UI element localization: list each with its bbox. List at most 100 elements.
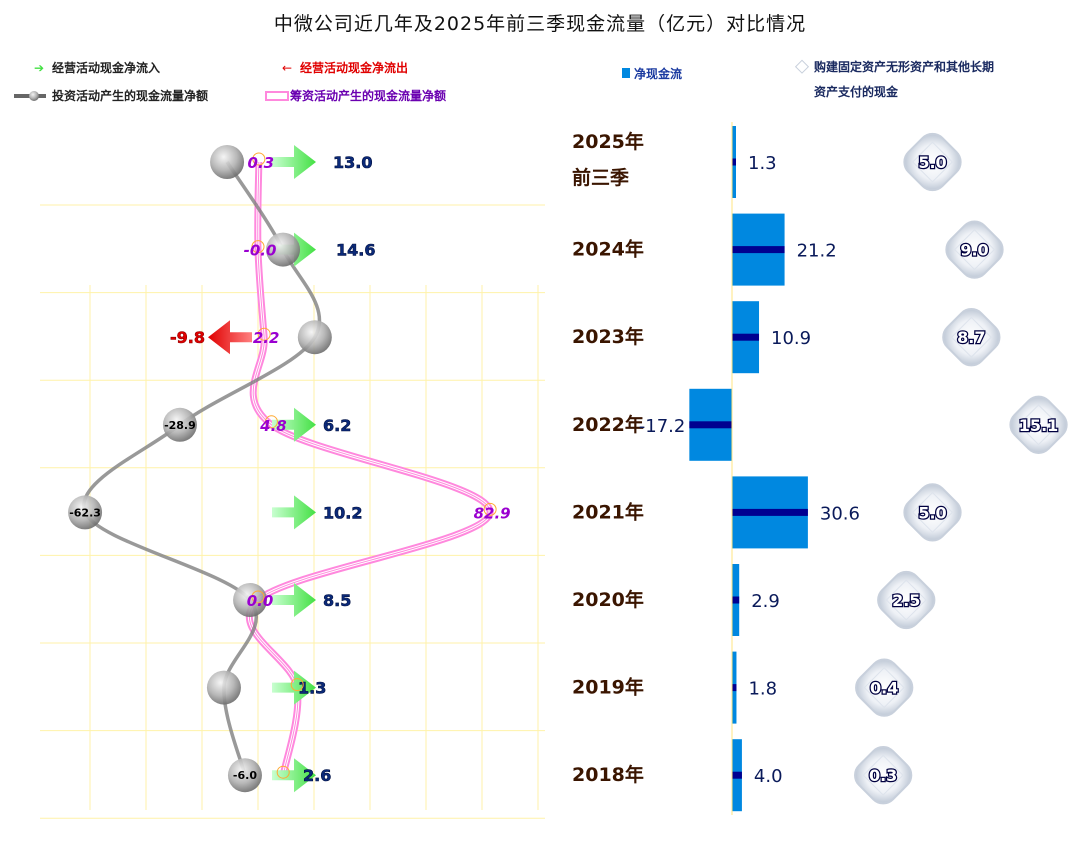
- capex-label: 9.0: [960, 241, 988, 260]
- operating-label: -9.8: [170, 328, 205, 347]
- capex-label: 0.4: [870, 679, 898, 698]
- financing-point: [252, 152, 266, 166]
- green-arrow-icon: [272, 407, 316, 442]
- financing-label: 0.3: [248, 154, 275, 172]
- net-label: 10.9: [771, 328, 811, 349]
- green-arrow-icon: [272, 145, 316, 179]
- category-label: 2021年: [572, 500, 644, 523]
- investing-label: -28.9: [164, 419, 196, 432]
- legend-item-financing[interactable]: 筹资活动产生的现金流量净额: [265, 88, 446, 103]
- green-arrow-icon: [272, 670, 316, 705]
- capex-label: 5.0: [918, 503, 946, 522]
- capex-diamond-inner: [863, 667, 905, 709]
- capex-diamond-inner: [885, 579, 927, 621]
- financing-point: [276, 765, 290, 779]
- capex-diamond: [877, 570, 936, 630]
- ball-icon: [29, 91, 39, 101]
- investing-point: [227, 758, 262, 793]
- diamond-icon: [794, 59, 810, 74]
- net-label: -17.2: [639, 416, 686, 437]
- net-bar-midline: [732, 246, 785, 254]
- net-label: 30.6: [820, 503, 860, 524]
- capex-diamond: [942, 308, 1001, 367]
- capex-diamond-inner: [953, 229, 996, 271]
- investing-label: -62.3: [69, 506, 101, 519]
- pink-line-icon: [265, 91, 289, 101]
- legend-label: 筹资活动产生的现金流量净额: [290, 88, 446, 103]
- net-bar-midline: [732, 596, 740, 604]
- investing-point: [162, 407, 197, 442]
- blue-square-icon: [622, 68, 630, 78]
- chart-title: 中微公司近几年及2025年前三季现金流量（亿元）对比情况: [274, 13, 806, 35]
- capex-label: 5.0: [918, 153, 946, 172]
- operating-label: 2.6: [303, 766, 331, 785]
- investing-point: [68, 495, 103, 530]
- capex-diamond-inner: [911, 491, 954, 533]
- capex-label: 15.1: [1019, 416, 1058, 435]
- green-arrow-icon: [272, 495, 316, 530]
- financing-point: [290, 678, 304, 692]
- legend-label: 经营活动现金净流入: [52, 60, 160, 75]
- net-bar-midline: [732, 771, 742, 779]
- investing-point: [210, 145, 245, 179]
- capex-diamond-inner: [862, 754, 904, 796]
- operating-label: 10.2: [323, 503, 362, 522]
- financing-point: [264, 415, 278, 429]
- category-label: 2020年: [572, 588, 644, 611]
- legend-label: 经营活动现金净流出: [300, 60, 408, 75]
- net-label: 1.3: [748, 153, 777, 174]
- financing-label: -0.0: [244, 242, 277, 260]
- capex-label: 8.7: [957, 328, 985, 347]
- category-label: 2022年: [572, 413, 644, 436]
- legend-label: 资产支付的现金: [814, 84, 899, 99]
- category-label: 2019年: [572, 676, 644, 699]
- operating-label: 13.0: [333, 153, 372, 172]
- green-arrow-icon: [272, 583, 316, 617]
- capex-diamond: [1009, 395, 1068, 454]
- net-label: 4.0: [754, 766, 783, 787]
- legend-item-operating-out[interactable]: ← 经营活动现金净流出: [282, 60, 408, 75]
- capex-diamond-inner: [950, 316, 992, 358]
- green-arrow-icon: ➔: [34, 61, 44, 75]
- legend-label: 购建固定资产无形资产和其他长期: [814, 59, 994, 74]
- financing-point: [483, 502, 497, 516]
- capex-diamond: [855, 658, 914, 717]
- category-label: 2023年: [572, 325, 644, 348]
- net-bar-midline: [732, 158, 736, 166]
- red-arrow-icon: [208, 320, 252, 355]
- financing-label: 0.0: [247, 592, 274, 610]
- red-arrow-icon: ←: [282, 61, 292, 75]
- net-bar-midline: [732, 684, 737, 692]
- legend-item-capex[interactable]: 购建固定资产无形资产和其他长期 资产支付的现金: [794, 59, 994, 99]
- grid: [40, 204, 545, 819]
- capex-diamond: [945, 220, 1004, 279]
- investing-point: [206, 670, 241, 705]
- net-bar-midline: [689, 421, 732, 429]
- financing-point: [251, 240, 265, 254]
- investing-point: [297, 320, 332, 355]
- net-bar-midline: [732, 508, 808, 516]
- net-label: 21.2: [797, 241, 837, 262]
- capex-diamond-inner: [1018, 404, 1060, 446]
- legend: ➔ 经营活动现金净流入 ← 经营活动现金净流出 投资活动产生的现金流量净额 筹资…: [14, 59, 994, 103]
- legend-item-operating-in[interactable]: ➔ 经营活动现金净流入: [34, 60, 160, 75]
- financing-label: 82.9: [474, 504, 511, 522]
- investing-label: -6.0: [233, 769, 257, 782]
- financing-point: [251, 590, 265, 604]
- category-label: 2025年: [572, 130, 644, 153]
- operating-label: 14.6: [336, 241, 375, 260]
- operating-label: 6.2: [323, 416, 351, 435]
- legend-label: 投资活动产生的现金流量净额: [52, 88, 208, 103]
- net-bar-midline: [732, 333, 760, 341]
- legend-item-investing[interactable]: 投资活动产生的现金流量净额: [14, 88, 208, 103]
- financing-label: 2.2: [253, 329, 280, 347]
- capex-diamond: [903, 483, 962, 542]
- category-label: 2018年: [572, 763, 644, 786]
- green-arrow-icon: [272, 758, 316, 793]
- category-label: 2024年: [572, 238, 644, 261]
- capex-label: 0.3: [869, 766, 897, 785]
- capex-diamond: [854, 746, 913, 805]
- legend-item-net[interactable]: 净现金流: [622, 66, 682, 81]
- financing-line-core: [249, 161, 491, 776]
